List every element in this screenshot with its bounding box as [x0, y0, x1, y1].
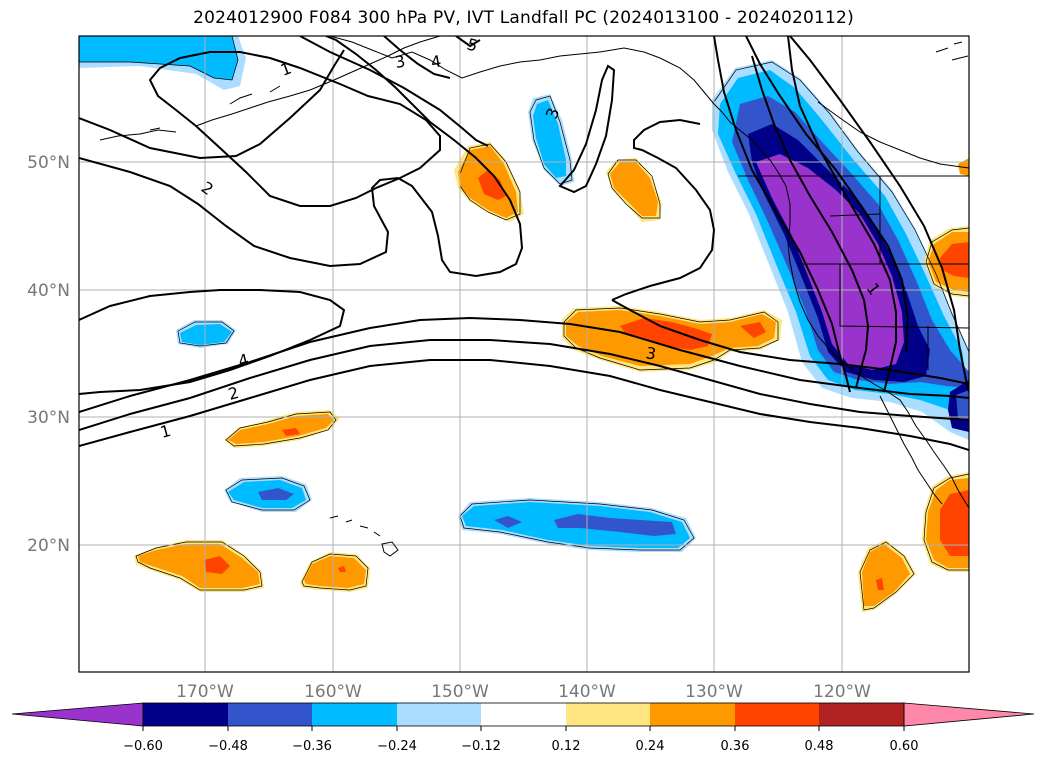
negative-anomaly-hawaii-west: [224, 476, 312, 512]
map-title: 2024012900 F084 300 hPa PV, IVT Landfall…: [193, 8, 854, 28]
colorbar-segment: [566, 703, 650, 726]
contour-label: 3: [393, 51, 406, 71]
colorbar-segment: [650, 703, 735, 726]
anomaly-outlines: [79, 36, 969, 611]
lon-label: 150°W: [431, 682, 489, 702]
positive-anomaly-mid-north: [606, 158, 662, 222]
lon-label: 130°W: [685, 682, 743, 702]
colorbar-tick-label: 0.60: [890, 739, 919, 754]
lat-label: 50°N: [27, 153, 70, 173]
colorbar-tick-label: −0.24: [377, 739, 417, 754]
colorbar-tick-label: −0.60: [123, 739, 163, 754]
negative-anomaly-west-small: [176, 320, 236, 348]
colorbar-tick-label: 0.36: [721, 739, 750, 754]
colorbar-segment: [481, 703, 566, 726]
latitude-labels: 50°N 40°N 30°N 20°N: [27, 153, 70, 556]
lon-label: 120°W: [813, 682, 871, 702]
lon-label: 170°W: [176, 682, 234, 702]
contour-label: 2: [226, 383, 241, 404]
colorbar-segment: [312, 703, 397, 726]
lat-label: 20°N: [27, 536, 70, 556]
colorbar-ticks: [142, 726, 905, 731]
contour-label: 1: [158, 421, 173, 442]
colorbar-tick-label: 0.48: [805, 739, 834, 754]
colorbar-segment: [397, 703, 481, 726]
negative-anomaly-gulf-alaska: [528, 94, 574, 186]
map-frame: [78, 35, 970, 673]
colorbar-segment: [819, 703, 904, 726]
positive-anomaly-west-28n: [224, 410, 340, 448]
lat-label: 40°N: [27, 281, 70, 301]
longitude-labels: 170°W 160°W 150°W 140°W 130°W 120°W: [176, 682, 871, 702]
coastlines: [99, 36, 969, 557]
positive-anomaly-interior-us: [924, 158, 969, 298]
lon-label: 140°W: [558, 682, 616, 702]
negative-anomaly-nw-corner: [79, 36, 246, 90]
colorbar-frame: [142, 702, 905, 727]
negative-anomaly-subtropics: [458, 498, 696, 552]
map-content: 1 2 3 4 5 4 2 1 3 3 1: [79, 35, 969, 672]
colorbar-tick-label: 0.12: [552, 739, 581, 754]
positive-anomaly-baja: [858, 540, 916, 612]
colorbar-segment: [143, 703, 228, 726]
positive-anomaly-sw-2: [300, 552, 370, 592]
positive-anomaly-sw-1: [134, 540, 264, 592]
colorbar-tick-label: −0.48: [208, 739, 248, 754]
colorbar-segment: [228, 703, 312, 726]
colorbar-extend-high: [903, 702, 1035, 727]
colorbar-tick-label: −0.12: [461, 739, 501, 754]
contour-label: 4: [429, 51, 442, 71]
pv-contours: [79, 36, 969, 451]
colorbar-tick-label: 0.24: [636, 739, 665, 754]
colorbar-extend-low: [11, 702, 144, 727]
contour-label: 3: [644, 343, 657, 363]
colorbar: −0.60 −0.48 −0.36 −0.24 −0.12 0.12 0.24 …: [11, 702, 1035, 754]
colorbar-tick-label: −0.36: [292, 739, 332, 754]
contour-label: 4: [236, 350, 251, 371]
lat-label: 30°N: [27, 408, 70, 428]
colorbar-segment: [735, 703, 819, 726]
lon-label: 160°W: [304, 682, 362, 702]
negative-anomaly-west-coast: [712, 60, 969, 440]
contour-label: 5: [465, 35, 480, 56]
